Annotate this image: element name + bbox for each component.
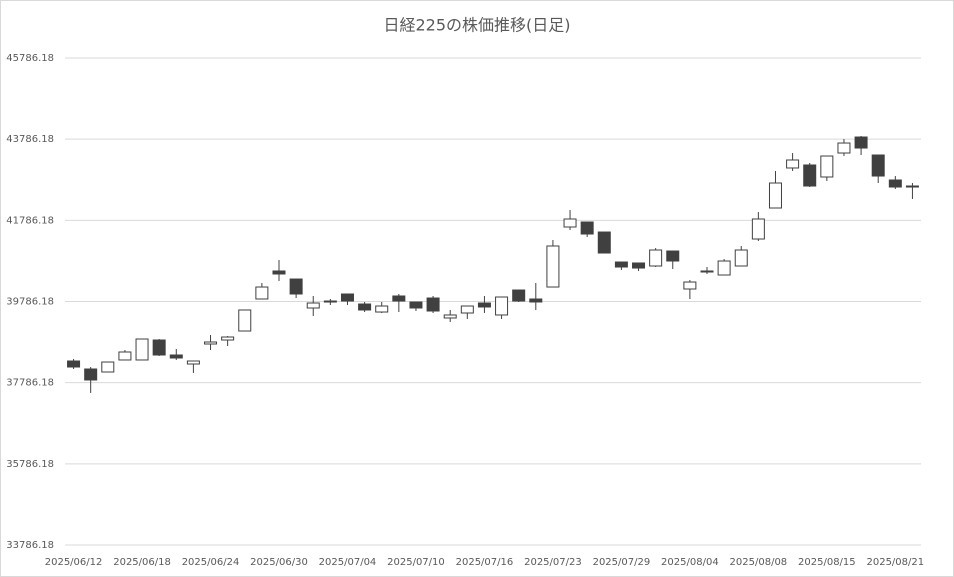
candle-down bbox=[666, 250, 680, 262]
candle-up bbox=[563, 218, 577, 228]
candle-down bbox=[854, 136, 868, 149]
candle-up bbox=[786, 159, 800, 169]
candle-down bbox=[426, 297, 440, 312]
candle-up bbox=[717, 260, 731, 276]
candle-up bbox=[460, 305, 474, 314]
x-tick-label: 2025/07/10 bbox=[387, 557, 445, 568]
candle-down bbox=[340, 293, 354, 302]
candle-down bbox=[477, 302, 491, 308]
x-tick-label: 2025/07/04 bbox=[319, 557, 377, 568]
candle-up bbox=[135, 338, 149, 361]
candle-down bbox=[358, 303, 372, 311]
candle-up bbox=[443, 314, 457, 319]
candle-down bbox=[67, 360, 81, 368]
candle-up bbox=[734, 249, 748, 267]
candle-down bbox=[169, 354, 183, 359]
y-tick-label: 43786.18 bbox=[6, 134, 54, 145]
candle-down bbox=[871, 154, 885, 177]
candle-down bbox=[597, 231, 611, 254]
candle-up bbox=[204, 341, 218, 345]
candle-up bbox=[683, 281, 697, 290]
candle-up bbox=[306, 302, 320, 309]
candle-down bbox=[152, 339, 166, 356]
candle-down bbox=[803, 164, 817, 187]
candle-up bbox=[751, 218, 765, 240]
candle-up bbox=[255, 286, 269, 300]
chart-title: 日経225の株価推移(日足) bbox=[383, 16, 570, 35]
x-tick-label: 2025/08/15 bbox=[798, 557, 856, 568]
candle-down bbox=[905, 185, 919, 188]
candle-down bbox=[632, 262, 646, 269]
candle-down bbox=[512, 289, 526, 302]
candle-up bbox=[700, 270, 714, 273]
y-tick-label: 41786.18 bbox=[6, 215, 54, 226]
y-tick-label: 33786.18 bbox=[6, 540, 54, 551]
candle-down bbox=[409, 301, 423, 309]
candle-down bbox=[84, 368, 98, 381]
candle-up bbox=[221, 336, 235, 341]
candle-up bbox=[837, 142, 851, 154]
candle-up bbox=[495, 296, 509, 316]
x-tick-label: 2025/06/12 bbox=[45, 557, 103, 568]
candle-down bbox=[888, 179, 902, 188]
x-tick-label: 2025/07/29 bbox=[593, 557, 651, 568]
candle-up bbox=[238, 309, 252, 332]
x-tick-label: 2025/07/16 bbox=[456, 557, 514, 568]
y-tick-label: 39786.18 bbox=[6, 297, 54, 308]
y-tick-label: 45786.18 bbox=[6, 53, 54, 64]
y-tick-label: 35786.18 bbox=[6, 459, 54, 470]
candle-up bbox=[768, 182, 782, 209]
candle-up bbox=[186, 360, 200, 365]
candle-up bbox=[375, 305, 389, 313]
candle-up bbox=[820, 155, 834, 178]
x-tick-label: 2025/06/18 bbox=[113, 557, 171, 568]
x-tick-label: 2025/06/30 bbox=[250, 557, 308, 568]
x-tick-label: 2025/08/21 bbox=[866, 557, 924, 568]
candle-up bbox=[649, 249, 663, 267]
candle-up bbox=[118, 351, 132, 361]
candle-down bbox=[614, 261, 628, 268]
candle-down bbox=[529, 298, 543, 303]
candle-up bbox=[323, 300, 337, 303]
candle-down bbox=[392, 295, 406, 302]
x-tick-label: 2025/08/08 bbox=[730, 557, 788, 568]
x-tick-label: 2025/07/23 bbox=[524, 557, 582, 568]
candle-up bbox=[101, 361, 115, 373]
candle-down bbox=[289, 278, 303, 295]
candle-down bbox=[580, 221, 594, 235]
x-tick-label: 2025/06/24 bbox=[182, 557, 240, 568]
candle-up bbox=[546, 245, 560, 288]
x-tick-label: 2025/08/04 bbox=[661, 557, 719, 568]
candle-down bbox=[272, 270, 286, 275]
y-tick-label: 37786.18 bbox=[6, 378, 54, 389]
